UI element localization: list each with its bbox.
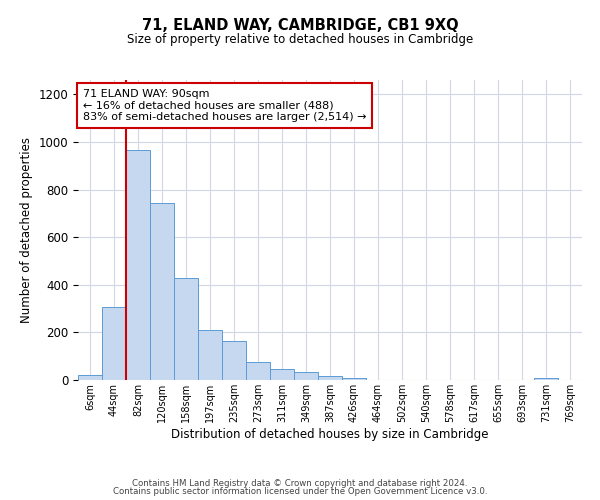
Bar bbox=[318, 376, 342, 380]
Bar bbox=[342, 378, 366, 380]
Text: Contains public sector information licensed under the Open Government Licence v3: Contains public sector information licen… bbox=[113, 487, 487, 496]
Bar bbox=[198, 330, 222, 380]
Bar bbox=[150, 202, 174, 380]
Bar bbox=[174, 278, 198, 380]
Bar bbox=[126, 150, 150, 380]
Bar bbox=[294, 372, 318, 380]
Bar bbox=[246, 362, 270, 380]
Text: 71, ELAND WAY, CAMBRIDGE, CB1 9XQ: 71, ELAND WAY, CAMBRIDGE, CB1 9XQ bbox=[142, 18, 458, 32]
Y-axis label: Number of detached properties: Number of detached properties bbox=[20, 137, 33, 323]
Text: 71 ELAND WAY: 90sqm
← 16% of detached houses are smaller (488)
83% of semi-detac: 71 ELAND WAY: 90sqm ← 16% of detached ho… bbox=[83, 89, 367, 122]
Bar bbox=[222, 340, 246, 380]
Bar bbox=[270, 369, 294, 380]
Bar bbox=[534, 378, 558, 380]
X-axis label: Distribution of detached houses by size in Cambridge: Distribution of detached houses by size … bbox=[171, 428, 489, 440]
Text: Contains HM Land Registry data © Crown copyright and database right 2024.: Contains HM Land Registry data © Crown c… bbox=[132, 478, 468, 488]
Bar bbox=[102, 308, 126, 380]
Text: Size of property relative to detached houses in Cambridge: Size of property relative to detached ho… bbox=[127, 32, 473, 46]
Bar bbox=[78, 375, 102, 380]
